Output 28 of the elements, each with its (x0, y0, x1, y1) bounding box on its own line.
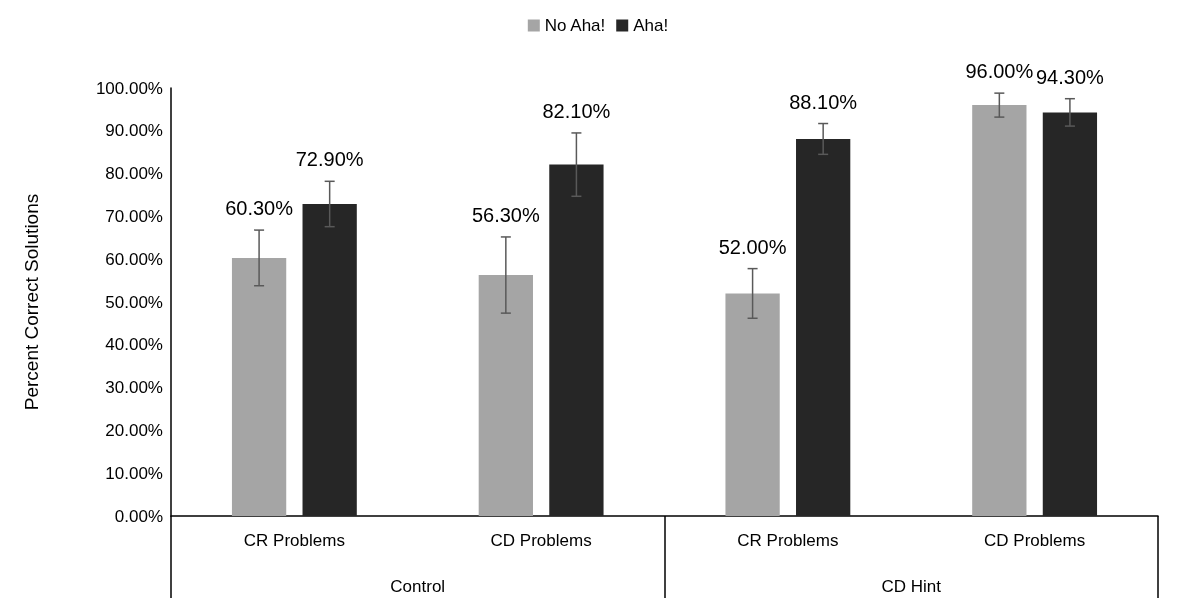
data-label: 88.10% (789, 90, 858, 113)
legend-label: Aha! (633, 16, 669, 35)
x-tick-label: CD Problems (984, 531, 1086, 550)
y-tick-label: 30.00% (105, 378, 163, 398)
y-tick-label: 20.00% (105, 420, 163, 440)
data-label: 96.00% (965, 60, 1034, 83)
y-axis-title: Percent Correct Solutions (21, 193, 42, 411)
y-tick-label: 100.00% (95, 78, 163, 98)
y-tick-label: 70.00% (105, 206, 163, 226)
y-tick-label: 40.00% (105, 335, 163, 355)
y-tick-label: 50.00% (105, 292, 163, 312)
data-label: 82.10% (542, 99, 611, 122)
text: CD Hint (881, 577, 942, 596)
y-tick-label: 10.00% (105, 463, 163, 483)
text: Control (390, 577, 446, 596)
y-tick-label: 90.00% (105, 121, 163, 141)
data-label: 60.30% (225, 197, 294, 220)
x-tick-label: CR Problems (243, 531, 345, 550)
x-tick-label: CR Problems (737, 531, 839, 550)
data-label: 52.00% (718, 235, 787, 258)
data-label: 56.30% (471, 203, 540, 226)
data-label: 94.30% (1035, 65, 1105, 88)
data-label: 72.90% (295, 148, 364, 171)
y-tick-label: 80.00% (105, 164, 163, 184)
legend-label: No Aha! (544, 16, 606, 35)
x-tick-label: CD Problems (490, 531, 592, 550)
y-tick-label: 60.00% (105, 249, 163, 269)
y-tick-label: 0.00% (114, 506, 163, 526)
